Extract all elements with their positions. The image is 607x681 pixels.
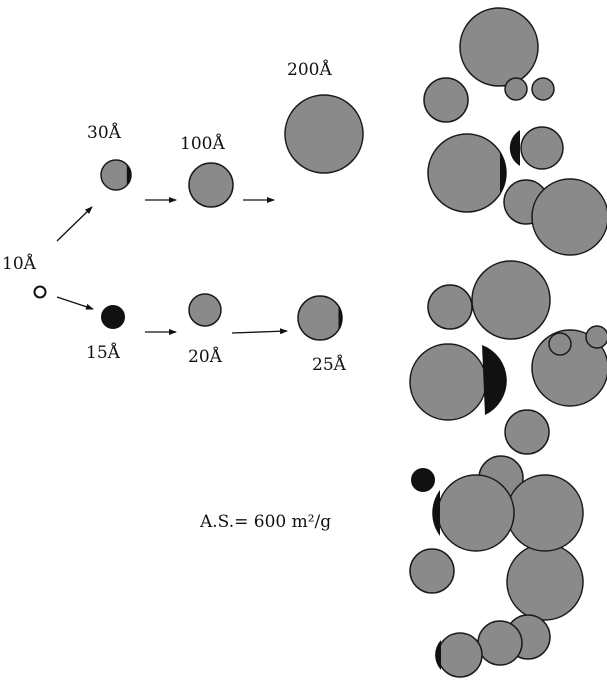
upper-particle-1 (100, 159, 132, 191)
aggregate-particle (437, 474, 515, 552)
arrow-seed-to-lower (56, 296, 94, 310)
aggregate-particle (409, 548, 455, 594)
lower-size-label-2: 20Å (188, 346, 223, 367)
lower-particle-3 (297, 295, 343, 341)
upper-particle-3 (284, 94, 364, 174)
aggregate-particle (409, 343, 487, 421)
lower-size-label-1: 15Å (86, 342, 121, 363)
aggregate-particle (477, 620, 523, 666)
seed-particle (33, 285, 47, 299)
upper-size-label-3: 200Å (287, 59, 332, 80)
aggregate-particle (423, 77, 469, 123)
aggregate-dark-caps (432, 130, 520, 670)
aggregate-particle (531, 178, 607, 256)
aggregate-particle (427, 284, 473, 330)
aggregate-particle (504, 409, 550, 455)
aggregate-particle (459, 7, 539, 87)
arrow-seed-to-upper (56, 206, 93, 242)
surface-area-label: A.S.= 600 m²/g (199, 512, 331, 532)
lower-size-label-3: 25Å (312, 354, 347, 375)
lower-particle-1 (101, 305, 125, 329)
aggregate-particle (506, 543, 584, 621)
aggregate-particle (437, 632, 483, 678)
aggregate-particle (548, 332, 572, 356)
aggregate-particle (506, 474, 584, 552)
dense-particle (411, 468, 435, 492)
aggregate-particle (585, 325, 607, 349)
arrow-lower-2-to-3 (231, 328, 288, 335)
particle-aggregate (409, 7, 607, 678)
aggregate-particle (471, 260, 551, 340)
upper-particle-2 (188, 162, 234, 208)
upper-size-label-2: 100Å (180, 133, 225, 154)
aggregate-particle (427, 133, 507, 213)
lower-particle-2 (188, 293, 222, 327)
aggregate-particle (531, 77, 555, 101)
aggregate-particle (504, 77, 528, 101)
seed-size-label: 10Å (2, 253, 37, 274)
aggregate-particle (520, 126, 564, 170)
upper-size-label-1: 30Å (87, 122, 122, 143)
